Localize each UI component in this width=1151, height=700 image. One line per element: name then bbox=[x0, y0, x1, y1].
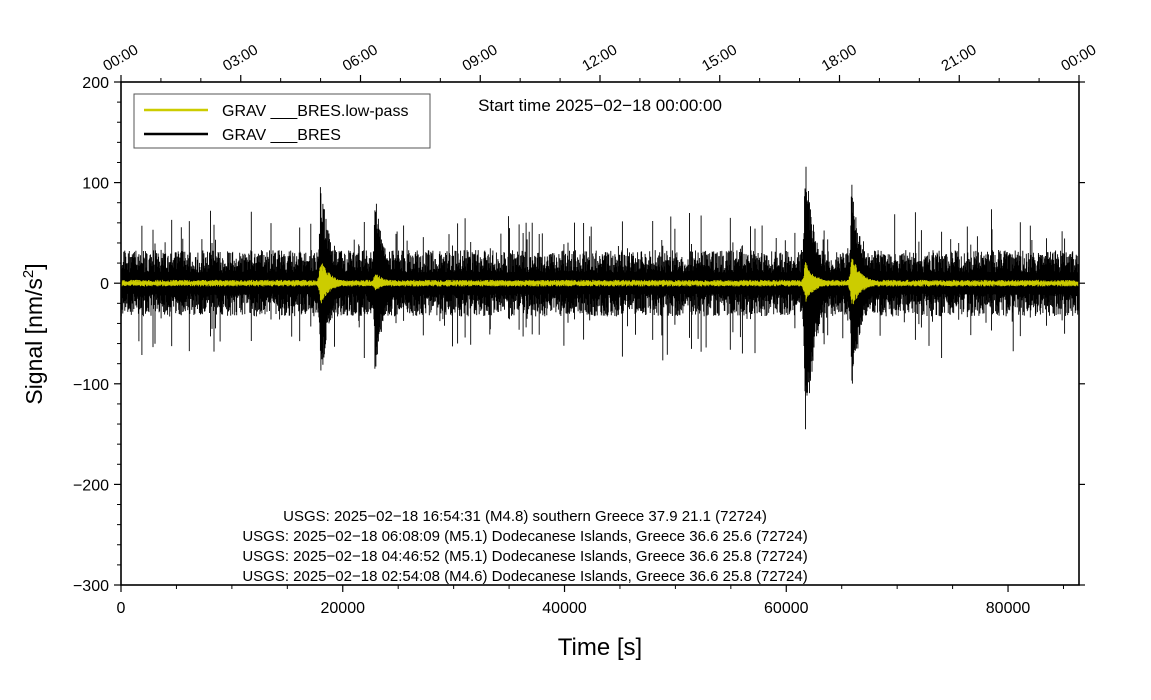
x-tick-label: 20000 bbox=[321, 600, 366, 617]
y-tick-label: −200 bbox=[73, 477, 109, 494]
legend-entry-low-pass: GRAV ___BRES.low-pass bbox=[222, 103, 408, 120]
x-tick-label: 0 bbox=[117, 600, 126, 617]
chart-title: Start time 2025−02−18 00:00:00 bbox=[478, 96, 722, 115]
y-tick-label: −100 bbox=[73, 377, 109, 394]
y-tick-label: −300 bbox=[73, 578, 109, 595]
y-tick-label: 200 bbox=[82, 75, 109, 92]
legend-entry-raw: GRAV ___BRES bbox=[222, 127, 341, 144]
event-annotation: USGS: 2025−02−18 16:54:31 (M4.8) souther… bbox=[283, 508, 767, 525]
y-tick-label: 100 bbox=[82, 176, 109, 193]
x-tick-label: 40000 bbox=[542, 600, 587, 617]
y-tick-label: 0 bbox=[100, 276, 109, 293]
legend: GRAV ___BRES.low-pass GRAV ___BRES bbox=[133, 93, 431, 149]
event-annotation: USGS: 2025−02−18 02:54:08 (M4.6) Dodecan… bbox=[242, 568, 807, 585]
event-annotations: USGS: 2025−02−18 16:54:31 (M4.8) souther… bbox=[242, 508, 807, 585]
x-axis-label: Time [s] bbox=[558, 634, 642, 661]
y-axis-label: Signal [nm/s2] bbox=[20, 263, 47, 404]
x-tick-label: 60000 bbox=[764, 600, 809, 617]
event-annotation: USGS: 2025−02−18 06:08:09 (M5.1) Dodecan… bbox=[242, 528, 807, 545]
x-tick-label: 80000 bbox=[986, 600, 1031, 617]
event-annotation: USGS: 2025−02−18 04:46:52 (M5.1) Dodecan… bbox=[242, 548, 807, 565]
